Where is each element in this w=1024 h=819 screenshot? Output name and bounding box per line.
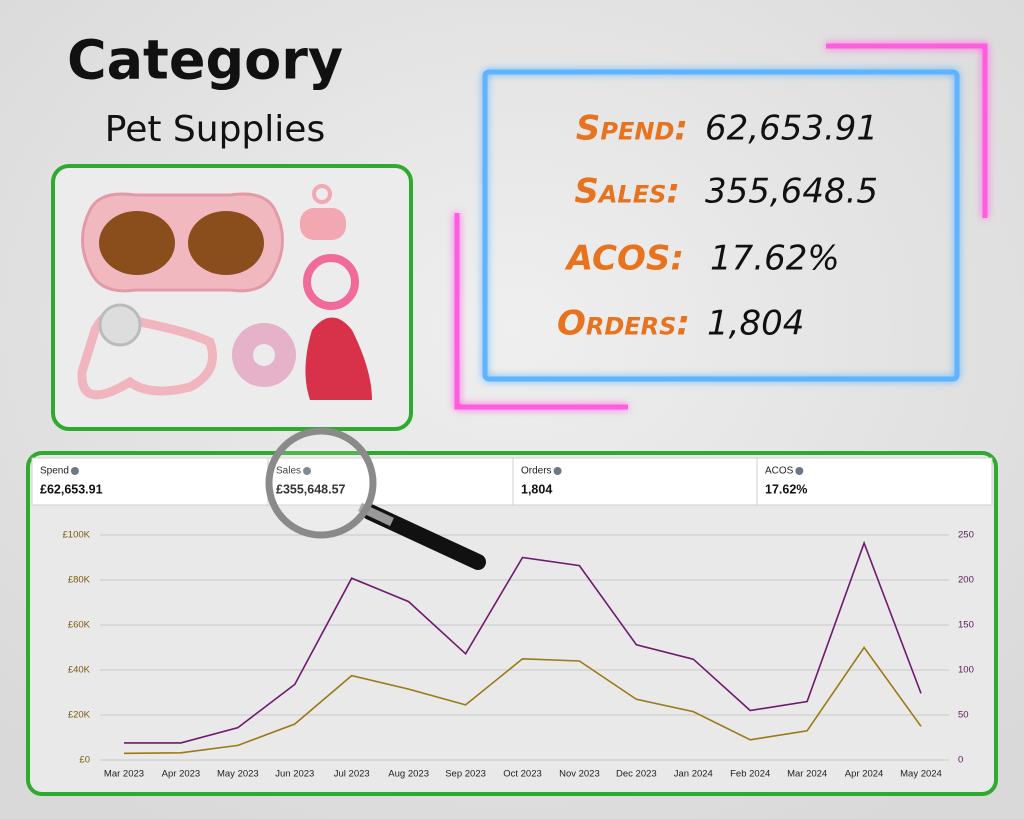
chart: £0 £20K £40K £60K £80K £100K 0 50 100 150 200 250 Ma… — [63, 530, 974, 780]
magnifier — [265, 427, 486, 570]
stat-value: 62,653.91 — [705, 109, 878, 149]
x-tick-label: Apr 2024 — [845, 769, 884, 780]
x-tick-label: Oct 2023 — [503, 769, 542, 780]
y-tick-label: £0 — [79, 755, 90, 766]
x-tick-label: Jul 2023 — [334, 769, 370, 780]
metric-tiles: Spend £62,653.91 Sales £355,648.57 Orders 1,8… — [31, 457, 993, 506]
y2-tick-label: 50 — [958, 710, 969, 721]
metric-value: £355,648.57 — [276, 482, 346, 496]
stats: Spend: 62,653.91 Sales: 355,648.5 ACOS: … — [557, 109, 878, 344]
y2-tick-label: 0 — [958, 755, 963, 766]
stat-value: 17.62% — [710, 239, 840, 279]
y2-tick-label: 250 — [958, 530, 974, 541]
info-icon — [553, 467, 562, 475]
y-tick-label: £80K — [68, 575, 91, 586]
stat-value: 355,648.5 — [705, 172, 878, 212]
info-icon — [795, 467, 804, 475]
stat-label: Sales: — [574, 172, 680, 212]
y-tick-label: £60K — [68, 620, 91, 631]
subtitle: Pet Supplies — [105, 109, 325, 150]
stat-label: ACOS: — [564, 239, 684, 279]
x-tick-label: Nov 2023 — [559, 769, 600, 780]
product-illustration — [77, 184, 372, 400]
y2-tick-label: 150 — [958, 620, 974, 631]
info-icon — [303, 467, 312, 475]
info-icon — [70, 467, 79, 475]
x-tick-label: May 2024 — [900, 769, 942, 780]
x-tick-label: Sep 2023 — [445, 769, 486, 780]
metric-tile — [267, 457, 514, 506]
stat-value: 1,804 — [707, 304, 804, 344]
metric-label: Sales — [276, 466, 301, 477]
x-tick-label: Jan 2024 — [674, 769, 713, 780]
metric-label: Orders — [521, 466, 552, 477]
title: Category — [67, 29, 343, 92]
metric-label: Spend — [40, 466, 69, 477]
metric-tile — [31, 457, 269, 506]
x-tick-label: Apr 2023 — [162, 769, 201, 780]
stat-label: Spend: — [576, 109, 688, 149]
metric-value: 17.62% — [765, 482, 807, 496]
x-tick-label: May 2023 — [217, 769, 259, 780]
y-tick-label: £40K — [68, 665, 91, 676]
series-line — [124, 540, 922, 744]
metric-label: ACOS — [765, 466, 794, 477]
y-tick-label: £100K — [63, 530, 91, 541]
metric-value: £62,653.91 — [40, 482, 103, 496]
x-tick-label: Feb 2024 — [730, 769, 770, 780]
neon-frame — [454, 43, 988, 410]
metric-value: 1,804 — [521, 482, 552, 496]
stat-label: Orders: — [557, 304, 690, 344]
x-tick-label: Dec 2023 — [616, 769, 657, 780]
y2-tick-label: 200 — [958, 575, 974, 586]
x-tick-label: Mar 2024 — [787, 769, 827, 780]
y2-tick-label: 100 — [958, 665, 974, 676]
y-tick-label: £20K — [68, 710, 91, 721]
dashboard-panel — [26, 451, 998, 796]
series-line — [123, 646, 922, 755]
x-tick-label: Aug 2023 — [388, 769, 429, 780]
x-tick-label: Mar 2023 — [104, 769, 144, 780]
metric-tile — [756, 457, 993, 506]
x-tick-label: Jun 2023 — [275, 769, 314, 780]
metric-tile — [512, 457, 758, 506]
